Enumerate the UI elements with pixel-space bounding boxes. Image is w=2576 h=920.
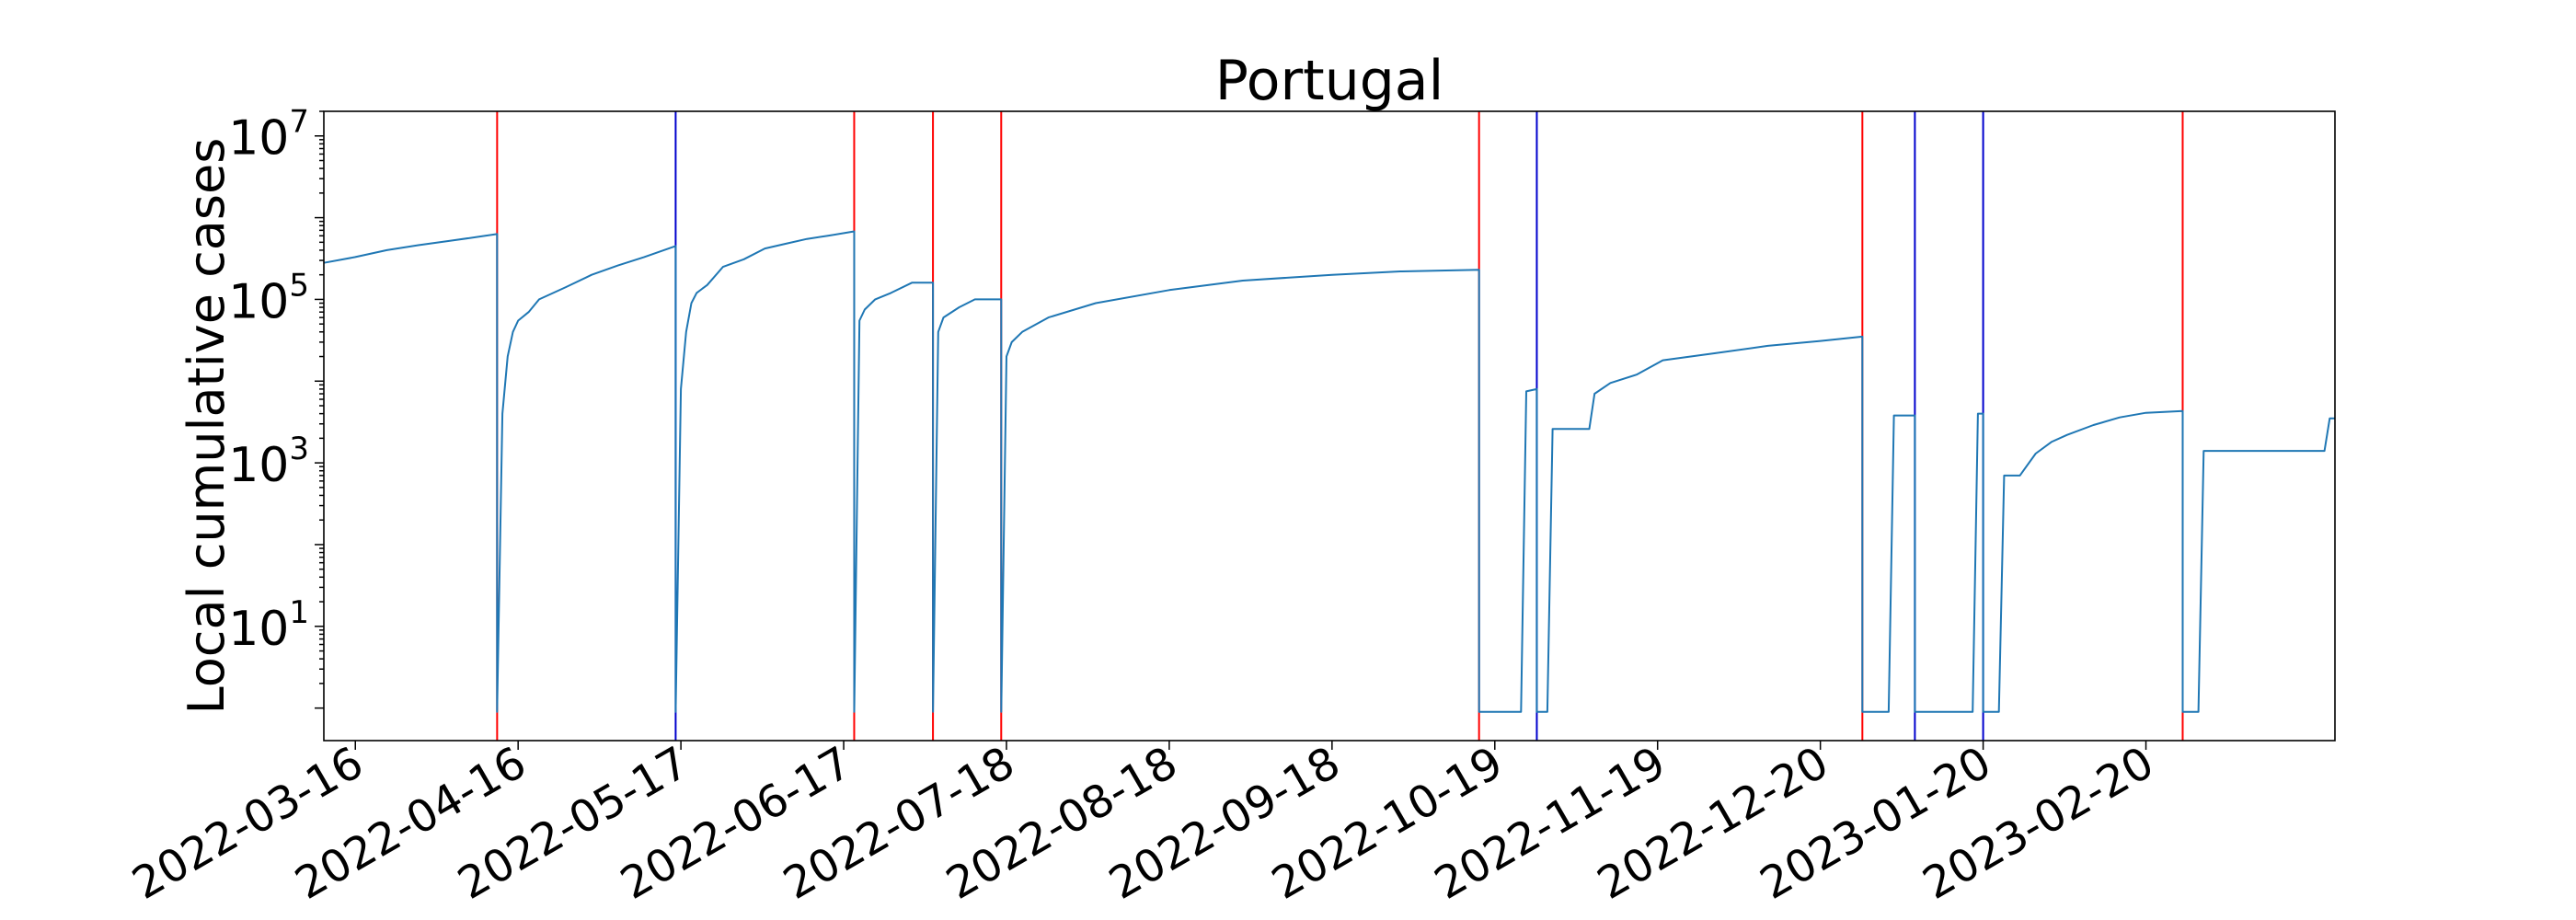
series-line [323,230,2335,713]
y-tick-label: 107 [228,104,309,167]
y-tick-label: 103 [228,431,309,493]
vertical-markers [496,111,2184,741]
chart-title: Portugal [1215,49,1444,113]
x-axis: 2022-03-162022-04-162022-05-172022-06-17… [124,737,2163,910]
y-tick-label: 101 [228,594,309,657]
y-axis: 101 103 105 107 [228,104,324,709]
series-layer [323,230,2335,713]
y-tick-label: 105 [228,267,309,329]
plot-frame [323,110,2336,742]
y-axis-label: Local cumulative cases [178,138,236,715]
